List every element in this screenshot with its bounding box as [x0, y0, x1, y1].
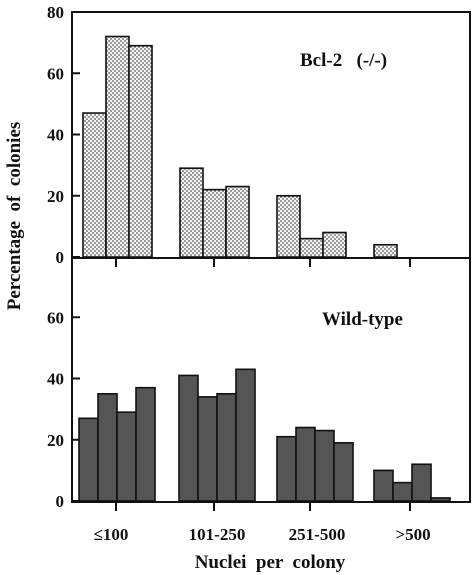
y-tick-label: 0 — [56, 248, 65, 267]
bar — [333, 442, 354, 502]
bar — [197, 396, 218, 502]
y-tick-label: 20 — [47, 187, 64, 206]
bar — [202, 188, 227, 258]
y-tick-label: 40 — [47, 126, 64, 145]
bar — [235, 368, 256, 502]
bar — [82, 112, 107, 258]
x-tick-label: 251-500 — [289, 525, 346, 544]
bar — [322, 231, 347, 258]
bar — [314, 429, 335, 502]
bar — [430, 497, 451, 502]
x-tick-label: >500 — [395, 525, 430, 544]
y-tick-label: 80 — [47, 3, 64, 22]
bar — [178, 374, 199, 502]
bar — [276, 194, 301, 258]
y-tick-label: 0 — [56, 492, 65, 511]
top-panel: 0 20 40 60 80 — [47, 3, 411, 267]
bar — [135, 386, 156, 502]
bottom-panel-label: Wild-type — [322, 309, 403, 330]
bar — [411, 463, 432, 502]
bar — [373, 469, 394, 502]
y-tick-label: 60 — [47, 308, 64, 327]
bar — [216, 393, 237, 502]
bar — [276, 435, 297, 502]
x-axis-title: Nuclei per colony — [195, 552, 346, 573]
x-tick-label: ≤100 — [94, 525, 129, 544]
top-panel-label: Bcl-2 (-/-) — [300, 50, 387, 71]
bar — [97, 393, 118, 502]
y-tick-label: 60 — [47, 64, 64, 83]
bar — [78, 417, 99, 502]
bar — [392, 481, 413, 502]
bar — [128, 44, 153, 258]
bar — [179, 167, 204, 258]
y-axis-title: Percentage of colonies — [4, 122, 25, 311]
bar — [105, 35, 130, 258]
bar — [116, 411, 137, 502]
bar — [373, 243, 398, 258]
bar — [299, 237, 324, 258]
bottom-panel: 0 20 40 60 — [47, 308, 451, 511]
bar — [295, 426, 316, 502]
bar — [225, 185, 250, 258]
y-tick-label: 40 — [47, 370, 64, 389]
x-tick-label: 101-250 — [189, 525, 246, 544]
y-tick-label: 20 — [47, 431, 64, 450]
